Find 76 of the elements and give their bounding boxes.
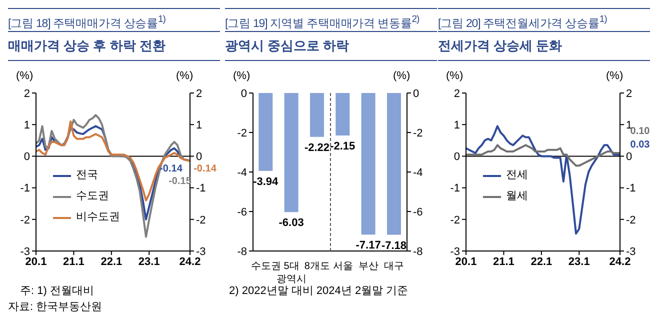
y-tick-label: 0 bbox=[454, 151, 460, 164]
y2-axis-title: (%) bbox=[393, 70, 410, 82]
x-tick-label: 24.2 bbox=[609, 256, 631, 268]
y2-tick-label: -2 bbox=[196, 214, 206, 226]
text: 자료: 한국부동산원 bbox=[8, 300, 102, 315]
x-tick-label: 22.1 bbox=[530, 256, 552, 268]
legend-label: 전세 bbox=[506, 168, 528, 183]
x-tick-label: 21.1 bbox=[63, 256, 84, 268]
y-tick-label: -1 bbox=[20, 182, 30, 195]
legend-label: 전국 bbox=[76, 168, 98, 183]
x-tick-label: 8개도 bbox=[304, 261, 330, 272]
y-tick-label: -1 bbox=[450, 182, 460, 195]
data-label: -2.15 bbox=[330, 140, 356, 152]
y-tick-label: -3 bbox=[450, 246, 460, 258]
y-tick-label: -2 bbox=[237, 127, 247, 140]
x-tick-label: 대구 bbox=[384, 261, 404, 272]
x-tick-label: 22.1 bbox=[100, 256, 122, 268]
y-tick-label: 0 bbox=[240, 88, 247, 100]
y-tick-label: -6 bbox=[237, 206, 247, 218]
chart-subtitle: 매매가격 상승 후 하락 전환 bbox=[8, 32, 220, 61]
y2-tick-label: -3 bbox=[196, 246, 206, 258]
y-tick-label: 0 bbox=[24, 151, 30, 164]
legend-label: 수도권 bbox=[76, 189, 109, 204]
chart-title: [그림 19] 지역별 주택매매가격 변동률$^{2)}$ bbox=[225, 8, 437, 32]
x-tick-label: 20.1 bbox=[455, 256, 477, 268]
data-label: 0.10 bbox=[630, 126, 650, 138]
y-tick-label: -2 bbox=[450, 214, 460, 226]
data-label: 0.03 bbox=[630, 139, 650, 150]
y2-tick-label: 0 bbox=[626, 151, 632, 164]
y2-tick-label: 2 bbox=[196, 88, 202, 100]
y2-tick-label: -8 bbox=[413, 246, 423, 258]
y2-axis-title: (%) bbox=[176, 70, 194, 82]
y2-tick-label: -2 bbox=[413, 127, 423, 140]
data-label: -7.17 bbox=[356, 240, 381, 252]
text: 2) 2022년말 대비 2024년 2월말 기준 bbox=[229, 284, 408, 299]
y-axis-title: (%) bbox=[16, 70, 34, 82]
y-axis-title: (%) bbox=[233, 70, 250, 82]
y2-tick-label: 1 bbox=[196, 120, 202, 132]
y2-tick-label: -1 bbox=[196, 182, 206, 195]
y2-tick-label: -4 bbox=[413, 166, 423, 179]
y-tick-label: -8 bbox=[237, 246, 247, 258]
y2-tick-label: -1 bbox=[626, 182, 636, 195]
y-axis-title: (%) bbox=[446, 70, 464, 82]
data-label: -7.18 bbox=[381, 240, 407, 252]
x-tick-label: 23.1 bbox=[138, 256, 160, 268]
y2-tick-label: 0 bbox=[413, 88, 420, 100]
y2-tick-label: 2 bbox=[626, 88, 632, 100]
data-label: -6.03 bbox=[278, 217, 304, 230]
y-tick-label: -3 bbox=[20, 246, 30, 258]
y-tick-label: 2 bbox=[454, 88, 460, 100]
chart-title: [그림 20] 주택전월세가격 상승률$^{1)}$ bbox=[438, 8, 650, 32]
y-tick-label: 1 bbox=[454, 120, 460, 132]
y-tick-label: -4 bbox=[237, 166, 247, 179]
x-tick-label: 서울 bbox=[332, 261, 353, 272]
y2-tick-label: -6 bbox=[413, 206, 423, 218]
text: 주: 1) 전월대비 bbox=[19, 284, 95, 299]
y2-tick-label: -3 bbox=[626, 246, 636, 258]
chart-subtitle: 전세가격 상승세 둔화 bbox=[438, 32, 650, 61]
y-tick-label: -2 bbox=[20, 214, 30, 226]
data-label: -0.14 bbox=[194, 164, 217, 175]
y2-tick-label: 0 bbox=[196, 151, 202, 164]
y2-tick-label: -2 bbox=[626, 214, 636, 226]
y-tick-label: 2 bbox=[24, 88, 30, 100]
chart-title: [그림 18] 주택매매가격 상승률$^{1)}$ bbox=[8, 8, 220, 32]
y2-axis-title: (%) bbox=[606, 70, 624, 82]
x-tick-label: 20.1 bbox=[25, 256, 47, 268]
x-tick-label: 부산 bbox=[358, 261, 378, 272]
data-label: -3.94 bbox=[253, 176, 280, 188]
x-tick-label: 21.1 bbox=[493, 256, 514, 268]
data-label: -2.22 bbox=[304, 142, 330, 154]
x-tick-label: 23.1 bbox=[568, 256, 590, 268]
chart-subtitle: 광역시 중심으로 하락 bbox=[225, 32, 437, 61]
y-tick-label: 1 bbox=[24, 120, 30, 132]
legend-label: 비수도권 bbox=[76, 210, 120, 225]
legend-label: 월세 bbox=[506, 189, 528, 204]
x-tick-label: 24.2 bbox=[179, 256, 201, 268]
